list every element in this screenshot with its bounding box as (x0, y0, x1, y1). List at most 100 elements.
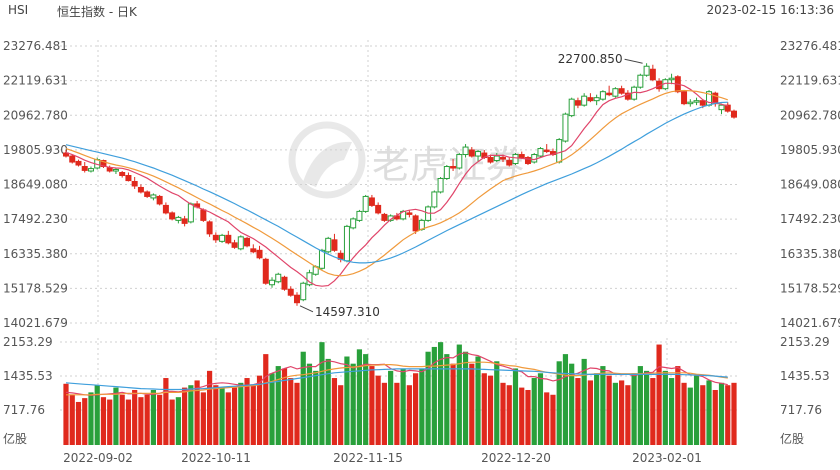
candle-body (306, 272, 313, 286)
volume-bar (587, 380, 594, 445)
volume-bar (94, 385, 100, 445)
candle-body (581, 95, 588, 106)
candle-body (181, 218, 188, 224)
x-tick-label: 2022-10-11 (181, 451, 251, 465)
price-tick-right: 22119.631 (780, 74, 840, 88)
volume-bar (631, 373, 637, 445)
volume-bar (625, 385, 631, 445)
watermark-ring (288, 121, 366, 199)
volume-bar (144, 394, 150, 445)
candle-body (649, 68, 656, 81)
volume-bar (194, 380, 200, 445)
candle-body (219, 234, 226, 242)
candle-body (681, 91, 688, 105)
candle-body (475, 151, 482, 157)
watermark-text: 老虎证券 (372, 143, 524, 187)
candle-body (175, 216, 182, 221)
volume-bar (163, 378, 169, 445)
candle-body (450, 166, 457, 169)
volume-bar (675, 366, 681, 445)
volume-bar (706, 380, 712, 445)
volume-tick-right: 1435.53 (780, 369, 830, 383)
candle-body (200, 209, 207, 221)
candle-body (487, 157, 494, 163)
candle-body (87, 168, 94, 172)
volume-bar (437, 342, 444, 445)
volume-bar (444, 354, 450, 445)
volume-bar (581, 358, 587, 445)
high-leader (624, 58, 643, 64)
volume-bar (275, 366, 281, 445)
candle-body (406, 212, 413, 215)
candle-body (537, 148, 544, 157)
volume-bar (712, 389, 718, 445)
candle-body (63, 152, 69, 157)
volume-bar (594, 373, 600, 445)
candle-body (443, 166, 450, 179)
candle-body (356, 210, 363, 221)
candle-body (731, 110, 737, 118)
candle-body (293, 294, 300, 304)
volume-bar (525, 389, 531, 445)
candle-body (350, 218, 357, 229)
candle-body (712, 92, 719, 105)
volume-bar (637, 366, 643, 445)
price-tick-right: 23276.481 (780, 39, 840, 53)
volume-bar (119, 394, 125, 445)
volume-bar (481, 373, 487, 445)
volume-bar (200, 392, 206, 445)
volume-bar (643, 370, 650, 445)
symbol-label: HSI (8, 3, 29, 17)
volume-bar (562, 354, 569, 445)
volume-bar (575, 378, 581, 445)
volume-bar (175, 397, 181, 445)
candle-body (612, 88, 619, 97)
candle-body (212, 234, 219, 241)
volume-bar (331, 378, 338, 445)
volume-tick-right: 2153.29 (780, 335, 830, 349)
candle-body (506, 160, 513, 166)
candle-body (331, 239, 338, 251)
volume-tick-right: 717.76 (780, 403, 822, 417)
candle-body (250, 248, 257, 253)
volume-bar (63, 383, 69, 445)
volume-bar (544, 392, 550, 445)
price-ma-line (65, 101, 728, 264)
price-tick-left: 18649.080 (3, 178, 68, 192)
volume-bar (325, 358, 331, 445)
candle-body (381, 213, 388, 221)
price-tick-left: 22119.631 (3, 74, 68, 88)
volume-bar (462, 351, 469, 445)
candle-body (69, 155, 76, 163)
volume-bar (338, 385, 344, 445)
volume-bar (182, 387, 188, 445)
volume-ma-line (65, 368, 728, 391)
volume-bar (550, 394, 556, 445)
volume-bar (231, 387, 238, 445)
high-annotation: 22700.850 (558, 52, 623, 66)
watermark-mark (303, 141, 352, 187)
candle-body (574, 100, 581, 106)
candle-body (375, 204, 382, 214)
volume-bar (512, 368, 519, 445)
candle-body (75, 160, 82, 166)
volume-bar (213, 385, 219, 445)
low-annotation: 14597.310 (315, 305, 380, 319)
candle-body (693, 100, 700, 103)
volume-bar (188, 385, 194, 445)
candle-body (468, 149, 475, 157)
candle-body (206, 221, 213, 235)
candle-body (106, 167, 113, 172)
volume-bar (394, 382, 400, 445)
candle-body (500, 157, 507, 160)
candle-body (437, 177, 444, 193)
volume-unit-right: 亿股 (780, 431, 804, 446)
candle-body (169, 212, 176, 220)
volume-bar (400, 368, 406, 445)
volume-bar (256, 375, 263, 445)
price-tick-right: 20962.780 (780, 108, 840, 122)
candle-body (144, 191, 151, 197)
candle-body (518, 154, 525, 159)
low-leader (299, 305, 314, 313)
volume-bar (687, 387, 693, 445)
